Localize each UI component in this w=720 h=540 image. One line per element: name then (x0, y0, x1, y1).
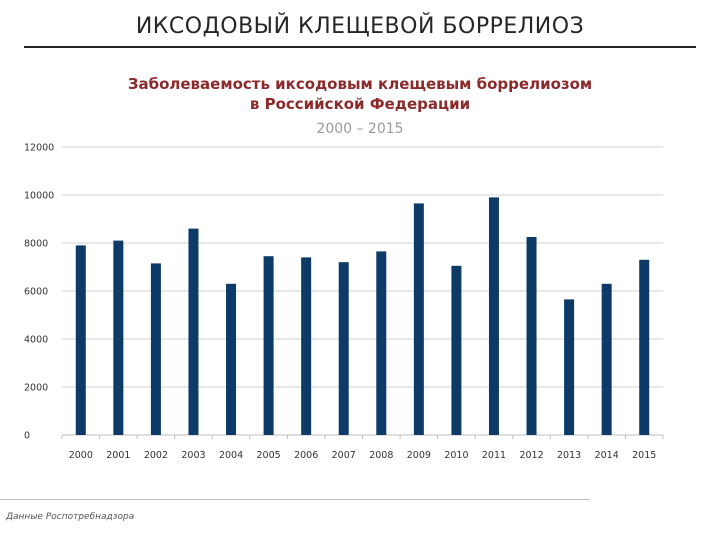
x-tick-label: 2015 (632, 450, 656, 461)
footer-divider (0, 499, 590, 500)
chart-title-line-2: в Российской Федерации (249, 95, 471, 113)
bar-2003 (188, 228, 199, 435)
bar-2009 (413, 203, 424, 435)
x-tick-label: 2005 (257, 450, 281, 461)
y-tick-label: 12000 (24, 143, 54, 154)
y-tick-label: 2000 (24, 383, 48, 394)
x-tick-label: 2002 (144, 450, 168, 461)
bar-2000 (75, 245, 86, 435)
x-tick-label: 2001 (106, 450, 130, 461)
x-tick-label: 2012 (519, 450, 543, 461)
x-tick-label: 2000 (69, 450, 93, 461)
y-tick-label: 0 (24, 431, 30, 442)
bar-2008 (376, 251, 387, 435)
chart-subtitle: 2000 – 2015 (316, 121, 404, 137)
y-tick-label: 6000 (24, 287, 48, 298)
x-tick-label: 2008 (369, 450, 393, 461)
slide-title: ИКСОДОВЫЙ КЛЕЩЕВОЙ БОРРЕЛИОЗ (135, 14, 585, 39)
x-tick-label: 2004 (219, 450, 243, 461)
bar-2015 (639, 259, 650, 435)
bar-2014 (601, 283, 612, 435)
y-tick-label: 10000 (24, 191, 54, 202)
x-tick-label: 2014 (595, 450, 619, 461)
x-tick-label: 2013 (557, 450, 581, 461)
title-divider (24, 46, 696, 48)
bar-2007 (338, 262, 349, 435)
chart-title: Заболеваемость иксодовым клещевым боррел… (0, 74, 720, 114)
y-tick-label: 4000 (24, 335, 48, 346)
chart-title-line-1: Заболеваемость иксодовым клещевым боррел… (127, 75, 593, 93)
x-tick-label: 2007 (332, 450, 356, 461)
x-tick-label: 2003 (181, 450, 205, 461)
x-tick-label: 2011 (482, 450, 506, 461)
x-tick-label: 2009 (407, 450, 431, 461)
bar-2012 (526, 237, 537, 435)
bar-2013 (564, 299, 575, 435)
bar-2002 (150, 263, 161, 435)
bar-2011 (488, 197, 499, 435)
x-tick-label: 2010 (444, 450, 468, 461)
y-tick-label: 8000 (24, 239, 48, 250)
bar-2004 (226, 283, 237, 435)
x-tick-label: 2006 (294, 450, 318, 461)
bar-2006 (301, 257, 312, 435)
source-note: Данные Роспотребнадзора (6, 512, 135, 522)
bar-2001 (113, 240, 124, 435)
bar-2005 (263, 256, 274, 435)
bar-2010 (451, 265, 462, 435)
